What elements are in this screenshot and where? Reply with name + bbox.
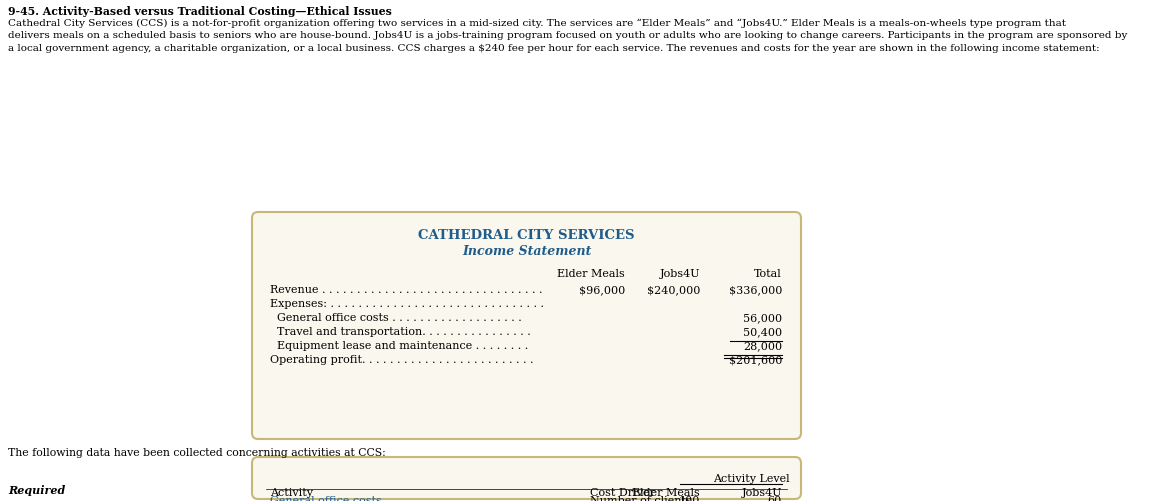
Text: 28,000: 28,000 <box>742 340 782 350</box>
Text: General office costs . . . . . . . . . . . . . . . . . . .: General office costs . . . . . . . . . .… <box>270 313 522 322</box>
Text: General office costs. . . . . . . . . . . . . . . . . .: General office costs. . . . . . . . . . … <box>270 495 505 501</box>
Text: Revenue . . . . . . . . . . . . . . . . . . . . . . . . . . . . . . . .: Revenue . . . . . . . . . . . . . . . . … <box>270 285 543 295</box>
Text: $201,600: $201,600 <box>728 354 782 364</box>
Text: CATHEDRAL CITY SERVICES: CATHEDRAL CITY SERVICES <box>419 228 635 241</box>
Text: Income Statement: Income Statement <box>462 244 592 258</box>
Text: Equipment lease and maintenance . . . . . . . .: Equipment lease and maintenance . . . . … <box>270 340 528 350</box>
Text: 56,000: 56,000 <box>742 313 782 322</box>
Text: 60: 60 <box>768 495 782 501</box>
Text: Jobs4U: Jobs4U <box>741 487 782 497</box>
Text: Operating profit. . . . . . . . . . . . . . . . . . . . . . . . .: Operating profit. . . . . . . . . . . . … <box>270 354 534 364</box>
Text: Elder Meals: Elder Meals <box>632 487 699 497</box>
Text: Required: Required <box>8 484 65 495</box>
Text: Elder Meals: Elder Meals <box>557 269 625 279</box>
Text: 9-45. Activity-Based versus Traditional Costing—Ethical Issues: 9-45. Activity-Based versus Traditional … <box>8 6 392 17</box>
Text: Number of clients: Number of clients <box>590 495 691 501</box>
Text: Activity Level: Activity Level <box>712 473 789 483</box>
Text: 50,400: 50,400 <box>742 326 782 336</box>
Text: Jobs4U: Jobs4U <box>660 269 699 279</box>
FancyBboxPatch shape <box>252 457 802 499</box>
Text: Total: Total <box>754 269 782 279</box>
Text: Cost Driver: Cost Driver <box>590 487 655 497</box>
Text: The following data have been collected concerning activities at CCS:: The following data have been collected c… <box>8 447 386 457</box>
Text: Travel and transportation. . . . . . . . . . . . . . . .: Travel and transportation. . . . . . . .… <box>270 326 531 336</box>
Text: $240,000: $240,000 <box>646 285 699 295</box>
Text: $96,000: $96,000 <box>579 285 625 295</box>
Text: Cathedral City Services (CCS) is a not-for-profit organization offering two serv: Cathedral City Services (CCS) is a not-f… <box>8 19 1066 28</box>
Text: Expenses: . . . . . . . . . . . . . . . . . . . . . . . . . . . . . . .: Expenses: . . . . . . . . . . . . . . . … <box>270 299 544 309</box>
Text: $336,000: $336,000 <box>728 285 782 295</box>
FancyBboxPatch shape <box>252 212 802 439</box>
Text: Activity: Activity <box>270 487 313 497</box>
Text: a local government agency, a charitable organization, or a local business. CCS c: a local government agency, a charitable … <box>8 44 1100 53</box>
Text: delivers meals on a scheduled basis to seniors who are house-bound. Jobs4U is a : delivers meals on a scheduled basis to s… <box>8 32 1128 41</box>
Text: 100: 100 <box>679 495 699 501</box>
